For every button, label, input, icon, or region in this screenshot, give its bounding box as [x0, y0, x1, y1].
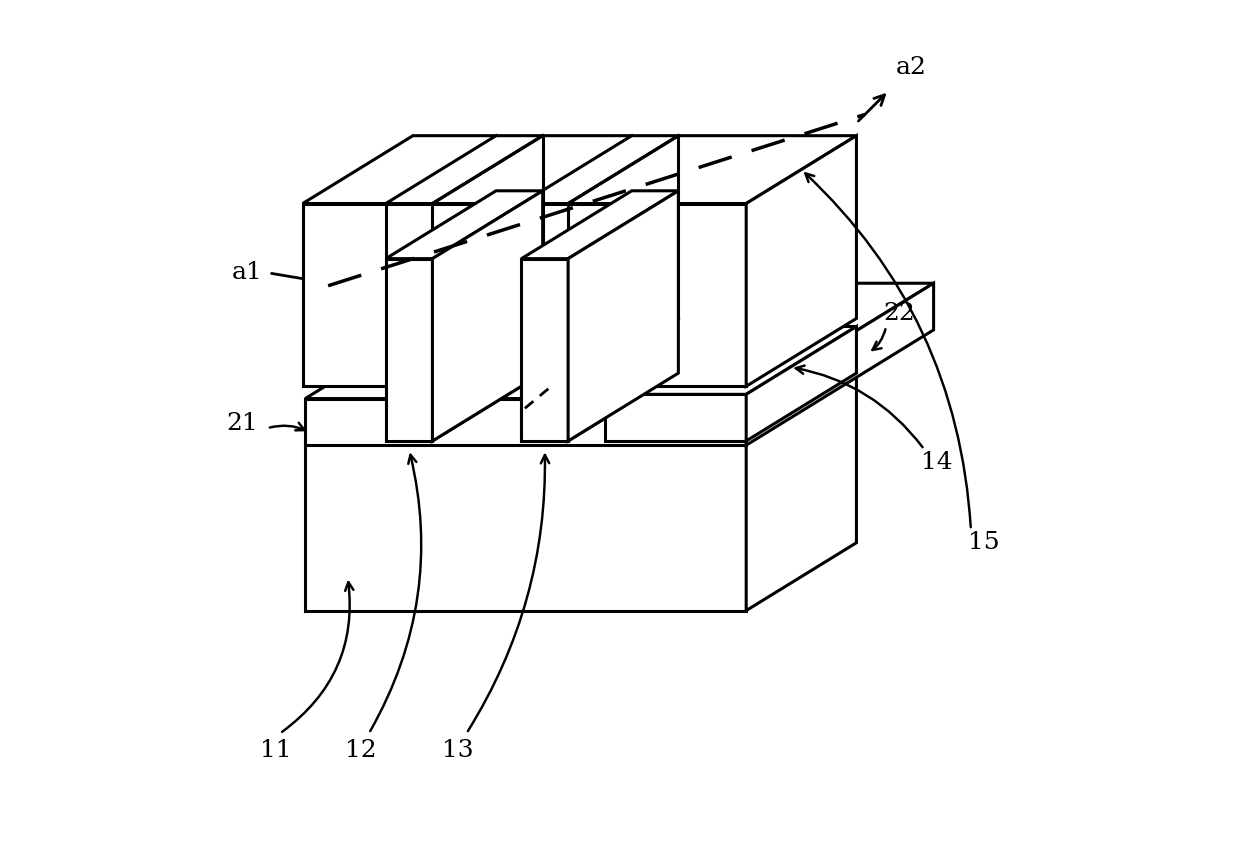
Text: 12: 12 [344, 739, 376, 762]
Polygon shape [521, 259, 568, 441]
FancyArrowPatch shape [873, 329, 885, 350]
Polygon shape [386, 191, 542, 259]
Text: 11: 11 [260, 739, 291, 762]
Text: 13: 13 [442, 739, 474, 762]
FancyArrowPatch shape [282, 582, 353, 732]
Text: 21: 21 [225, 412, 258, 436]
Polygon shape [306, 373, 857, 441]
Polygon shape [521, 191, 678, 259]
Polygon shape [303, 136, 857, 204]
Polygon shape [521, 259, 568, 441]
Polygon shape [386, 259, 432, 441]
Polygon shape [747, 373, 857, 611]
FancyArrowPatch shape [270, 423, 305, 430]
Polygon shape [432, 191, 542, 441]
Text: 14: 14 [921, 450, 953, 474]
Polygon shape [747, 326, 857, 441]
FancyArrowPatch shape [806, 173, 971, 527]
FancyArrowPatch shape [796, 365, 922, 447]
Polygon shape [605, 326, 857, 394]
Polygon shape [521, 191, 678, 259]
Polygon shape [568, 191, 678, 441]
Polygon shape [605, 394, 747, 441]
Polygon shape [306, 283, 933, 399]
Text: 22: 22 [883, 302, 915, 326]
Polygon shape [386, 191, 542, 259]
Polygon shape [386, 259, 432, 441]
Polygon shape [306, 441, 747, 611]
Text: a2: a2 [896, 56, 927, 80]
Polygon shape [306, 399, 747, 445]
Text: 15: 15 [968, 531, 999, 555]
Polygon shape [747, 136, 857, 387]
FancyArrowPatch shape [370, 455, 421, 731]
Polygon shape [303, 204, 747, 387]
FancyArrowPatch shape [468, 455, 550, 731]
Text: a1: a1 [233, 261, 262, 284]
Polygon shape [747, 283, 933, 445]
Polygon shape [568, 191, 678, 441]
Polygon shape [432, 191, 542, 441]
